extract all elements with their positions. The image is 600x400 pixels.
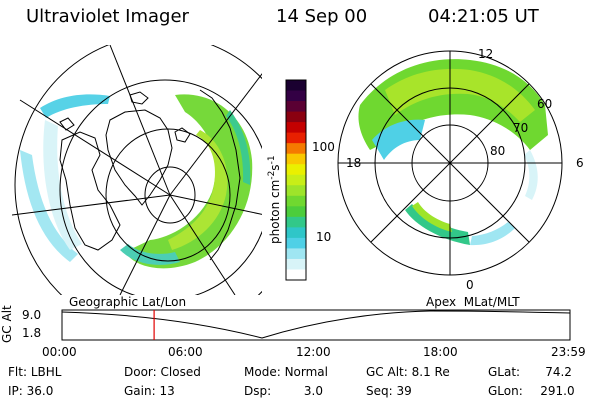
orbit-altitude-curve xyxy=(61,310,571,339)
orbit-y-min: 1.8 xyxy=(22,326,42,340)
colorbar-swatch xyxy=(286,143,306,155)
canada-coastline xyxy=(59,131,121,251)
geographic-map xyxy=(12,45,262,295)
colorbar-swatch xyxy=(286,216,306,228)
glon-field: GLon: 291.0 xyxy=(488,384,575,398)
colorbar-swatch xyxy=(286,248,306,260)
colorbar-swatch xyxy=(286,206,306,218)
orbit-altitude-plot xyxy=(61,309,571,341)
europe-coastline xyxy=(199,89,241,261)
colorbar-swatch xyxy=(286,258,306,271)
greenland-coastline xyxy=(105,109,173,206)
colorbar-swatch xyxy=(286,122,306,134)
apex-caption: Apex MLat/MLT xyxy=(426,295,520,309)
colorbar-swatch xyxy=(286,90,306,102)
orbit-x-tick-1800: 18:00 xyxy=(423,345,458,359)
orbit-plot-frame xyxy=(61,309,571,341)
colorbar-tick-100: 100 xyxy=(312,140,335,154)
orbit-y-axis-label: GC Alt xyxy=(0,305,14,343)
orbit-x-tick-1200: 12:00 xyxy=(296,345,331,359)
orbit-y-max: 9.0 xyxy=(22,308,42,322)
mlt-label-18: 18 xyxy=(346,156,362,170)
colorbar-swatch xyxy=(286,185,306,197)
colorbar-swatch xyxy=(286,195,306,207)
colorbar-frame xyxy=(285,79,307,281)
observation-date: 14 Sep 00 xyxy=(276,6,368,27)
colorbar-swatch xyxy=(286,101,306,113)
orbit-x-tick-2359: 23:59 xyxy=(551,345,586,359)
instrument-title: Ultraviolet Imager xyxy=(26,6,189,27)
door-field: Door: Closed xyxy=(124,365,201,379)
lat-label-70: 70 xyxy=(513,121,529,135)
glat-field: GLat: 74.2 xyxy=(488,365,572,379)
dsp-field: Dsp: 3.0 xyxy=(244,384,323,398)
apex-polar-plot xyxy=(337,50,563,276)
colorbar-swatch xyxy=(286,164,306,176)
colorbar-swatch xyxy=(286,111,306,123)
mlt-label-12: 12 xyxy=(478,47,494,61)
right-auroral-oval xyxy=(358,59,548,246)
gain-field: Gain: 13 xyxy=(124,384,175,398)
gc-altitude-field: GC Alt: 8.1 Re xyxy=(366,365,450,379)
colorbar-swatch xyxy=(286,132,306,144)
left-auroral-oval xyxy=(20,94,253,269)
colorbar-swatch xyxy=(286,227,306,239)
sequence-field: Seq: 39 xyxy=(366,384,412,398)
lat-label-60: 60 xyxy=(537,97,553,111)
colorbar-swatch xyxy=(286,174,306,186)
colorbar-unit-label: photon cm-2s-1 xyxy=(267,155,282,244)
geographic-caption: Geographic Lat/Lon xyxy=(69,295,187,309)
ip-field: IP: 36.0 xyxy=(8,384,54,398)
mlt-label-6: 6 xyxy=(576,156,584,170)
colorbar-swatch xyxy=(286,153,306,165)
geographic-grid xyxy=(12,45,262,295)
colorbar-swatch xyxy=(286,80,306,92)
colorbar xyxy=(286,80,306,281)
mlt-label-0: 0 xyxy=(466,278,474,292)
filter-field: Flt: LBHL xyxy=(8,365,62,379)
colorbar-swatch xyxy=(286,237,306,250)
orbit-x-tick-0000: 00:00 xyxy=(42,345,77,359)
mode-field: Mode: Normal xyxy=(244,365,328,379)
lat-label-80: 80 xyxy=(490,144,506,158)
observation-time: 04:21:05 UT xyxy=(428,6,539,27)
polar-grid xyxy=(337,50,563,276)
orbit-x-tick-0600: 06:00 xyxy=(168,345,203,359)
colorbar-tick-10: 10 xyxy=(316,230,332,244)
colorbar-swatch xyxy=(286,269,306,281)
